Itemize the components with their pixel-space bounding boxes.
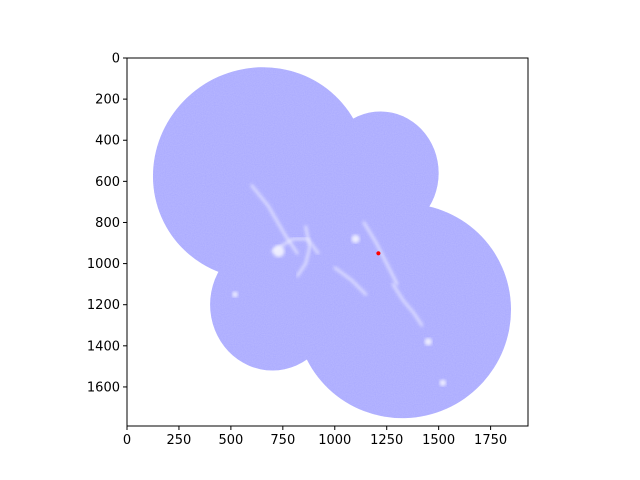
- y-tick-label: 200: [95, 93, 120, 108]
- x-axis: 0 250 500 750 1000 1250 1500 1750: [123, 426, 507, 448]
- y-tick-label: 1400: [87, 339, 120, 354]
- map-footprint: [152, 67, 512, 419]
- x-tick-label: 1250: [370, 433, 403, 448]
- x-tick-label: 500: [218, 433, 243, 448]
- axes-frame: [126, 57, 529, 427]
- x-tick-label: 1750: [474, 433, 507, 448]
- y-axis: 0 200 400 600 800 1000 1200 1400 1600: [87, 52, 127, 395]
- emission-peak: [376, 251, 381, 256]
- plot-area: [152, 67, 512, 419]
- x-tick-label: 250: [167, 433, 192, 448]
- x-tick-label: 1500: [422, 433, 455, 448]
- emission-blob-8: [351, 234, 360, 244]
- y-tick-label: 1600: [87, 380, 120, 395]
- emission-blob-11: [232, 291, 238, 298]
- footprint-noise-lobe-2: [295, 203, 512, 419]
- filament-5: [391, 282, 424, 327]
- x-tick-label: 0: [123, 433, 131, 448]
- filament-4: [362, 221, 399, 286]
- y-tick-label: 1200: [87, 298, 120, 313]
- y-tick-label: 1000: [87, 257, 120, 272]
- emission-blob-9: [424, 337, 433, 346]
- filament-6: [333, 266, 368, 296]
- x-tick-label: 1000: [318, 433, 351, 448]
- y-tick-label: 800: [95, 216, 120, 231]
- footprint-noise: [152, 67, 512, 419]
- emission-blob-10: [439, 379, 447, 387]
- footprint-noise-lobe-1: [152, 67, 367, 280]
- y-tick-label: 0: [112, 52, 120, 67]
- y-tick-label: 400: [95, 134, 120, 149]
- filament-3: [296, 225, 311, 278]
- filament-1: [250, 184, 299, 255]
- x-tick-label: 750: [270, 433, 295, 448]
- footprint-noise-lobe-4: [210, 238, 335, 371]
- emission-features: [232, 184, 447, 387]
- footprint-noise-lobe-3: [322, 111, 439, 235]
- filament-2: [271, 237, 320, 255]
- emission-blob-7: [272, 245, 285, 258]
- y-tick-label: 600: [95, 175, 120, 190]
